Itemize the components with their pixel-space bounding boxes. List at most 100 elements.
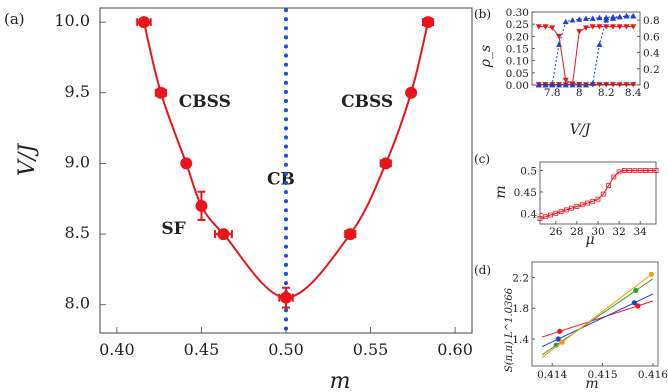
data-point: [635, 303, 641, 309]
phase-boundary-curve: [142, 21, 430, 299]
data-point: [631, 300, 637, 306]
data-point: [559, 339, 565, 345]
data-marker: [548, 212, 553, 218]
data-marker: [583, 25, 589, 31]
data-point: [422, 16, 435, 29]
y-tick-label: 8.5: [65, 223, 90, 242]
x-tick-label: 0.50: [268, 340, 304, 359]
data-marker: [616, 24, 623, 30]
y-tick-label: 1.8: [512, 303, 529, 315]
data-marker: [563, 207, 569, 213]
data-marker: [632, 168, 638, 173]
y-tick-label: 0.4: [520, 208, 537, 220]
panel-c-frame: [539, 161, 657, 225]
data-marker: [648, 168, 654, 173]
panel-c-ylabel: m: [493, 185, 509, 198]
right-y-tick-label: 0.2: [643, 64, 660, 76]
data-marker: [589, 80, 596, 86]
data-marker: [579, 202, 585, 208]
data-marker: [542, 214, 548, 220]
y-tick-label: 0.20: [506, 31, 529, 43]
data-marker: [627, 168, 633, 173]
data-marker: [562, 18, 569, 25]
panel-b-label: (b): [474, 7, 491, 21]
x-tick-label: 32: [612, 226, 625, 238]
data-marker: [585, 200, 590, 206]
panel-b-xlabel: V/J: [570, 122, 592, 138]
data-marker: [542, 24, 549, 30]
right-y-tick-label: 0: [643, 80, 650, 92]
data-marker: [596, 14, 603, 21]
panel-a-xlabel: m: [330, 369, 351, 392]
y-tick-label: 0.45: [514, 187, 537, 199]
x-tick-label: 0.40: [99, 340, 135, 359]
data-marker: [576, 16, 583, 22]
data-marker: [583, 15, 589, 21]
panel-c-label: (c): [474, 152, 490, 166]
data-marker: [606, 183, 611, 188]
panel-c: (c) 26 28 30 32 34 0.4 0.45 0.5 μ m: [474, 152, 659, 248]
panel-b-frame: [531, 11, 641, 86]
data-marker: [590, 198, 596, 204]
data-marker: [549, 25, 556, 31]
data-marker: [589, 24, 596, 30]
data-marker: [558, 209, 564, 215]
y-tick-label: 0.15: [506, 44, 529, 56]
data-marker: [611, 174, 617, 180]
data-marker: [595, 196, 601, 202]
y-tick-label: 0.30: [506, 7, 529, 19]
y-tick-label: 9.5: [65, 82, 90, 101]
data-point: [633, 287, 639, 294]
x-tick-label: 0.416: [638, 369, 668, 381]
x-tick-label: 0.415: [588, 369, 618, 381]
data-marker: [535, 24, 542, 30]
y-tick-label: 1.4: [512, 334, 529, 346]
data-marker: [603, 17, 610, 23]
region-label: SF: [161, 219, 185, 239]
y-tick-label: 0.25: [506, 19, 529, 31]
panel-a-ylabel: V/J: [15, 143, 40, 176]
panel-d-xlabel: m: [585, 376, 598, 392]
right-y-tick-label: 0.8: [643, 15, 660, 27]
panel-b-ylabel: ρ_s: [478, 45, 494, 68]
data-marker: [574, 204, 580, 209]
data-point: [379, 157, 392, 170]
x-tick-label: 34: [633, 226, 647, 238]
x-tick-label: 0.45: [184, 340, 220, 359]
data-point: [217, 228, 230, 241]
series-line: [538, 15, 634, 86]
panel-d-ylabel: S(π,π) L^1.0366: [504, 287, 515, 372]
y-tick-label: 8.0: [65, 294, 90, 313]
data-marker: [562, 77, 569, 84]
series-line: [538, 26, 634, 86]
x-tick-label: 8.4: [625, 87, 642, 99]
data-point: [195, 199, 208, 212]
fit-line: [541, 272, 654, 358]
data-marker: [616, 13, 623, 20]
y-tick-label: 0.00: [506, 80, 529, 92]
data-point: [137, 16, 150, 29]
data-marker: [576, 29, 583, 35]
right-y-tick-label: 0.4: [643, 48, 660, 60]
data-point: [557, 328, 563, 334]
y-tick-label: 0.10: [506, 56, 529, 68]
panel-c-xlabel: μ: [585, 232, 594, 248]
x-tick-label: 28: [570, 226, 583, 238]
y-tick-label: 0.5: [520, 166, 537, 178]
panel-d: (d) 0.414 0.415 0.416 1.4 1.8 2.2 m S(π,π) L^…: [474, 261, 668, 392]
data-marker: [610, 15, 616, 21]
data-marker: [610, 24, 616, 30]
data-marker: [623, 13, 630, 19]
data-marker: [600, 191, 606, 197]
panel-d-frame: [531, 261, 659, 367]
data-marker: [596, 24, 603, 30]
data-point: [553, 342, 559, 348]
data-marker: [616, 169, 622, 175]
x-tick-label: 0.60: [437, 340, 473, 359]
region-label: CB: [267, 170, 295, 190]
panel-a: (a) CBSS CBSS CB SF 0.40 0.45 0.50 0.55 0.60 8.0…: [4, 7, 473, 392]
y-tick-label: 9.0: [65, 152, 90, 171]
y-tick-label: 2.2: [512, 272, 529, 284]
data-marker: [589, 15, 596, 21]
